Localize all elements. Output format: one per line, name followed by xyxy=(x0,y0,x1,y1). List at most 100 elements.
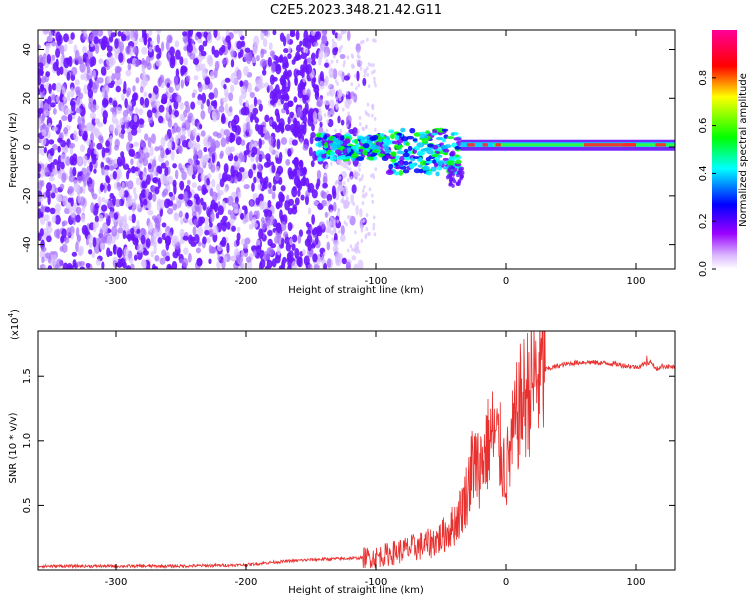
heatmap-cell xyxy=(363,68,368,74)
heatmap-cell xyxy=(362,149,368,156)
heatmap-cell xyxy=(100,184,105,191)
heatmap-cell xyxy=(314,136,322,142)
heatmap-cell xyxy=(71,212,76,218)
heatmap-cell xyxy=(331,38,335,43)
heatmap-cell xyxy=(206,236,211,244)
heatmap-cell xyxy=(453,167,458,172)
heatmap-cell xyxy=(226,174,232,182)
colorbar-tick-label: 0.8 xyxy=(698,70,709,86)
heatmap-cell xyxy=(432,144,439,150)
heatmap-cell xyxy=(315,30,322,40)
heatmap-cell xyxy=(127,63,132,71)
heatmap-cell xyxy=(68,142,76,149)
heatmap-cell xyxy=(418,168,424,174)
heatmap-cell xyxy=(266,157,271,168)
heatmap-cell xyxy=(359,66,363,71)
heatmap-cell xyxy=(134,30,139,40)
heatmap-cell xyxy=(125,69,132,77)
heatmap-cell xyxy=(275,150,279,158)
heatmap-cell xyxy=(196,31,201,38)
heatmap-cell xyxy=(92,69,96,79)
heatmap-cell xyxy=(260,48,265,59)
heatmap-cell xyxy=(230,72,236,84)
heatmap-cell xyxy=(75,86,81,95)
heatmap-cell xyxy=(327,110,331,119)
heatmap-cell xyxy=(377,136,382,143)
heatmap-cell xyxy=(101,86,105,98)
heatmap-cell xyxy=(368,232,371,237)
heatmap-cell xyxy=(268,84,274,91)
heatmap-cell xyxy=(326,193,333,202)
heatmap-cell xyxy=(131,124,138,130)
heatmap-cell xyxy=(274,173,280,182)
heatmap-cell xyxy=(310,30,316,37)
heatmap-cell xyxy=(280,185,286,192)
heatmap-cell xyxy=(259,261,263,269)
heatmap-cell xyxy=(127,180,134,190)
heatmap-cell xyxy=(60,153,67,164)
heatmap-cell xyxy=(240,213,244,220)
heatmap-cell xyxy=(97,196,102,207)
heatmap-cell xyxy=(62,195,68,207)
heatmap-cell xyxy=(451,142,458,148)
heatmap-cell xyxy=(44,166,50,177)
heatmap-cell xyxy=(359,60,363,65)
heatmap-cell xyxy=(225,134,230,145)
heatmap-cell xyxy=(271,121,277,128)
heatmap-cell xyxy=(437,160,446,165)
heatmap-cell xyxy=(407,145,413,151)
heatmap-cell xyxy=(75,214,81,223)
heatmap-cell xyxy=(105,157,111,163)
heatmap-cell xyxy=(245,256,252,263)
heatmap-cell xyxy=(51,83,57,91)
heatmap-cell xyxy=(82,155,88,164)
heatmap-cell xyxy=(93,148,98,155)
heatmap-cell xyxy=(104,164,110,171)
heatmap-cell xyxy=(300,52,308,60)
heatmap-cell xyxy=(144,97,150,108)
heatmap-cell xyxy=(299,129,304,135)
heatmap-cell xyxy=(100,39,107,51)
heatmap-cell xyxy=(284,237,291,245)
heatmap-cell xyxy=(105,213,109,219)
heatmap-cell xyxy=(373,116,377,121)
heatmap-cell xyxy=(265,215,271,227)
heatmap-cell xyxy=(360,226,364,231)
heatmap-cell xyxy=(85,262,91,269)
heatmap-cell xyxy=(207,104,212,114)
heatmap-cell xyxy=(225,35,231,44)
heatmap-cell xyxy=(55,203,61,213)
heatmap-cell xyxy=(115,198,121,208)
heatmap-cell xyxy=(321,43,325,53)
heatmap-peak xyxy=(467,143,475,147)
heatmap-cell xyxy=(194,142,201,151)
heatmap-cell xyxy=(51,54,56,61)
heatmap-cell xyxy=(89,161,93,172)
heatmap-cell xyxy=(55,48,61,58)
heatmap-cell xyxy=(372,226,376,231)
heatmap-cell xyxy=(42,227,49,237)
heatmap-cell xyxy=(144,151,150,159)
heatmap-cell xyxy=(333,228,337,233)
heatmap-cell xyxy=(185,104,191,114)
heatmap-cell xyxy=(197,241,202,247)
heatmap-cell xyxy=(41,256,45,264)
heatmap-cell xyxy=(302,47,309,54)
heatmap-cell xyxy=(152,159,157,168)
heatmap-cell xyxy=(315,182,320,190)
heatmap-cell xyxy=(69,100,76,107)
heatmap-cell xyxy=(38,107,44,114)
heatmap-cell xyxy=(106,45,113,53)
heatmap-peak xyxy=(495,143,501,147)
heatmap-cell xyxy=(116,261,123,268)
heatmap-cell xyxy=(425,170,433,176)
heatmap-cell xyxy=(140,228,147,237)
heatmap-cell xyxy=(228,106,233,113)
heatmap-cell xyxy=(182,235,189,241)
heatmap-cell xyxy=(402,152,410,158)
heatmap-cell xyxy=(256,99,262,105)
heatmap-cell xyxy=(425,160,434,164)
heatmap-cell xyxy=(51,94,57,101)
heatmap-cell xyxy=(61,115,68,122)
heatmap-cell xyxy=(316,156,323,162)
